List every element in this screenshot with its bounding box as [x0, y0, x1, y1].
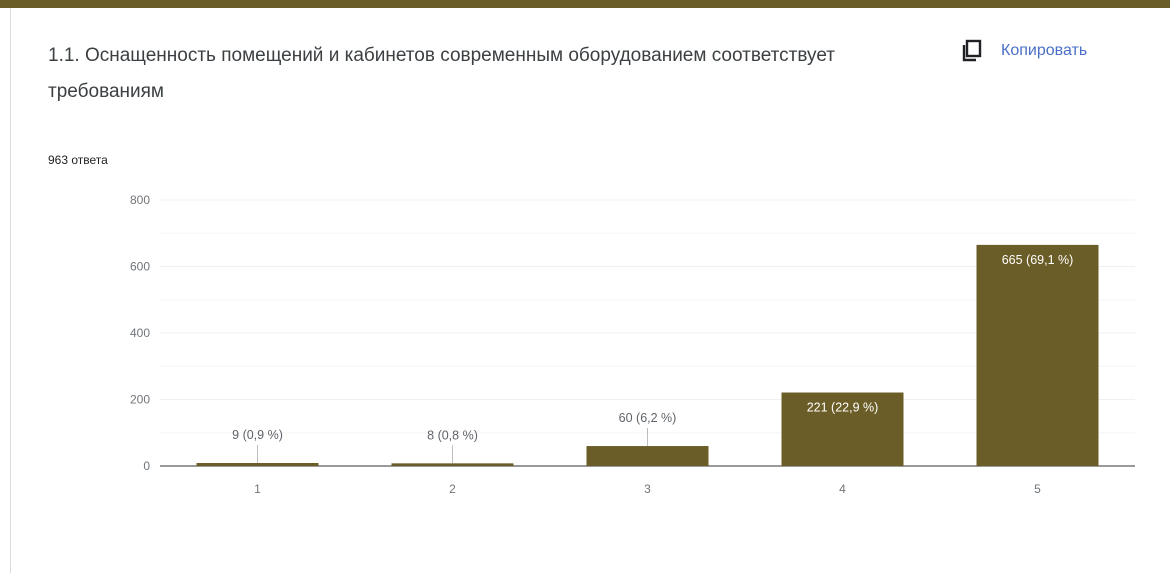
data-label: 221 (22,9 %) — [807, 401, 879, 415]
bar-4[interactable] — [781, 392, 904, 466]
x-tick-label: 3 — [644, 482, 651, 496]
y-tick-label: 200 — [130, 393, 150, 407]
x-tick-label: 4 — [839, 482, 846, 496]
question-title: 1.1. Оснащенность помещений и кабинетов … — [48, 45, 835, 102]
data-label: 665 (69,1 %) — [1002, 253, 1074, 267]
x-tick-label: 5 — [1034, 482, 1041, 496]
y-tick-label: 400 — [130, 326, 150, 340]
header-accent-bar — [0, 0, 1170, 8]
y-tick-label: 0 — [143, 459, 150, 473]
data-label: 8 (0,8 %) — [427, 428, 478, 442]
x-tick-label: 2 — [449, 482, 456, 496]
question-card — [10, 8, 1170, 573]
copy-icon — [962, 39, 982, 62]
data-label: 60 (6,2 %) — [619, 411, 677, 425]
response-count: 963 ответа — [48, 153, 108, 167]
x-tick-label: 1 — [254, 482, 261, 496]
bar-5[interactable] — [976, 244, 1099, 466]
y-tick-label: 600 — [130, 260, 150, 274]
copy-label: Копировать — [1001, 42, 1088, 59]
data-label: 9 (0,9 %) — [232, 428, 283, 442]
bar-3[interactable] — [586, 446, 709, 466]
bar-1[interactable] — [196, 463, 319, 466]
bar-2[interactable] — [391, 463, 514, 466]
y-tick-label: 800 — [130, 193, 150, 207]
copy-button[interactable]: Копировать — [960, 36, 1087, 66]
